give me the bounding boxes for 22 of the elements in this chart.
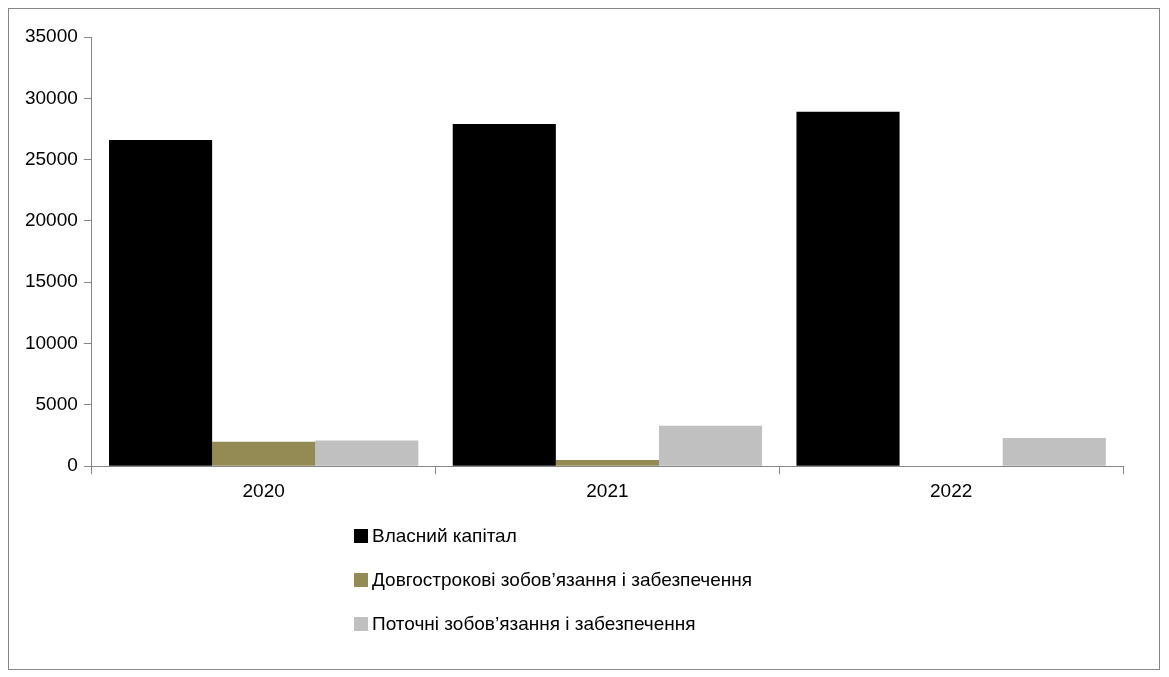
legend-label: Поточні зобов’язання і забезпечення bbox=[372, 613, 696, 635]
bar bbox=[1002, 438, 1106, 466]
y-tick-label: 5000 bbox=[35, 393, 78, 415]
y-tick-label: 25000 bbox=[24, 147, 78, 169]
y-tick-label: 0 bbox=[67, 454, 78, 476]
y-tick-label: 35000 bbox=[24, 25, 78, 47]
bar bbox=[315, 440, 419, 466]
bar bbox=[796, 111, 900, 466]
x-tick-label: 2020 bbox=[242, 479, 285, 501]
bar bbox=[452, 124, 556, 466]
x-tick-label: 2021 bbox=[586, 479, 629, 501]
y-tick-label: 20000 bbox=[24, 209, 78, 231]
x-tick-label: 2022 bbox=[930, 479, 973, 501]
bar bbox=[658, 425, 763, 466]
legend-label: Довгострокові зобов’язання і забезпечення bbox=[372, 569, 753, 591]
bar bbox=[109, 140, 213, 466]
bar bbox=[555, 460, 659, 466]
y-tick-label: 10000 bbox=[24, 331, 78, 353]
legend-label: Власний капітал bbox=[372, 525, 517, 547]
y-tick-label: 15000 bbox=[24, 270, 78, 292]
bar bbox=[212, 441, 316, 466]
y-tick-label: 30000 bbox=[24, 86, 78, 108]
